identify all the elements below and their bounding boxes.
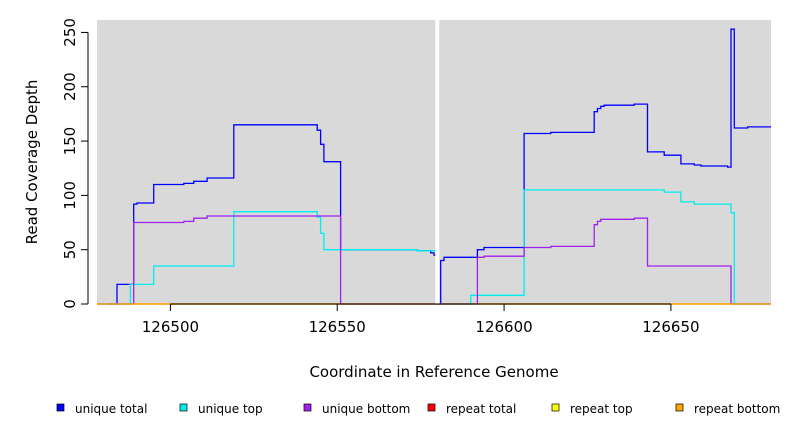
- plot-background: [97, 20, 771, 304]
- legend-label: repeat bottom: [694, 402, 780, 416]
- y-axis: 0 50 100 150 200 250: [61, 18, 89, 309]
- y-tick-label: 200: [61, 72, 79, 101]
- y-axis-title: Read Coverage Depth: [23, 80, 41, 245]
- legend-label: repeat total: [446, 402, 516, 416]
- legend-swatch: [675, 403, 684, 412]
- legend-swatch: [303, 403, 312, 412]
- legend-label: repeat top: [570, 402, 633, 416]
- legend-item-repeat-top: repeat top: [551, 402, 633, 416]
- y-tick-label: 50: [61, 240, 79, 259]
- legend-item-unique-top: unique top: [179, 402, 263, 416]
- x-tick-label: 126600: [475, 318, 532, 336]
- y-tick-label: 100: [61, 181, 79, 210]
- gap-marker: [435, 20, 440, 304]
- legend-swatch: [179, 403, 188, 412]
- legend-label: unique total: [75, 402, 147, 416]
- legend-swatch: [551, 403, 560, 412]
- legend-label: unique top: [198, 402, 263, 416]
- legend-item-repeat-bottom: repeat bottom: [675, 402, 780, 416]
- series-line-unique-bottom: [97, 215, 771, 305]
- y-tick-label: 0: [61, 299, 79, 309]
- x-tick-label: 126650: [642, 318, 699, 336]
- x-tick-label: 126550: [309, 318, 366, 336]
- legend-swatch: [56, 403, 65, 412]
- x-axis: 126500 126550 126600 126650: [142, 303, 700, 336]
- legend: unique total unique top unique bottom repea…: [56, 402, 780, 416]
- y-tick-label: 250: [61, 18, 79, 47]
- legend-swatch: [427, 403, 436, 412]
- legend-item-repeat-total: repeat total: [427, 402, 516, 416]
- y-tick-label: 150: [61, 127, 79, 156]
- legend-item-unique-bottom: unique bottom: [303, 402, 410, 416]
- x-tick-label: 126500: [142, 318, 199, 336]
- legend-label: unique bottom: [322, 402, 410, 416]
- legend-item-unique-total: unique total: [56, 402, 147, 416]
- x-axis-title: Coordinate in Reference Genome: [309, 363, 558, 381]
